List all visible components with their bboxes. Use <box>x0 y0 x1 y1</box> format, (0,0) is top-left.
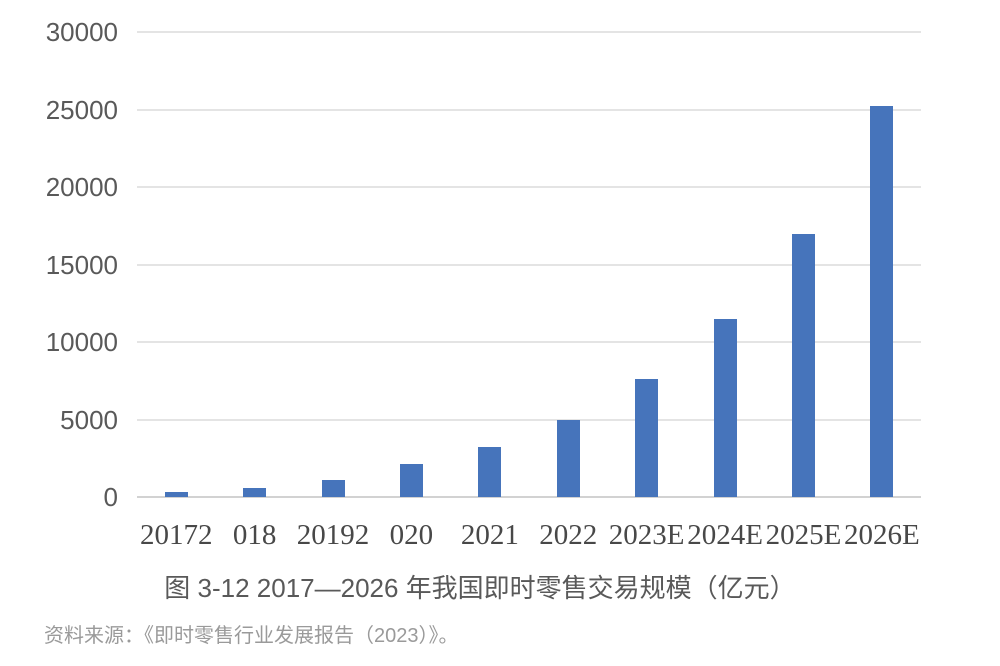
x-axis-line <box>137 496 921 498</box>
gridline-30000 <box>137 31 921 33</box>
chart-caption: 图 3-12 2017—2026 年我国即时零售交易规模（亿元） <box>164 573 796 603</box>
x-tick-label-2019: 20192 <box>296 519 370 551</box>
bar-2022 <box>556 419 580 497</box>
y-tick-label-0: 0 <box>103 482 118 512</box>
x-tick-label-2023E: 2023E <box>608 519 685 551</box>
gridline-15000 <box>137 263 921 266</box>
y-tick-label-20000: 20000 <box>45 172 118 202</box>
gridline-20000 <box>137 186 921 188</box>
y-tick-label-25000: 25000 <box>45 94 118 125</box>
gridline-5000 <box>137 418 921 421</box>
x-tick-label-2017: 20172 <box>139 519 213 551</box>
bar-2020 <box>399 464 423 497</box>
source-note: 资料来源：《即时零售行业发展报告（2023）》。 <box>44 625 459 647</box>
gridline-25000 <box>137 108 921 111</box>
x-tick-label-2018: 018 <box>232 519 277 551</box>
y-tick-label-15000: 15000 <box>45 249 118 280</box>
bar-2021 <box>478 447 502 497</box>
bar-2025E <box>791 233 815 497</box>
bar-2026E <box>870 106 894 497</box>
y-tick-label-5000: 5000 <box>60 404 118 435</box>
bar-2024E <box>713 318 737 497</box>
plot-area <box>137 31 921 498</box>
x-tick-label-2026E: 2026E <box>844 519 920 551</box>
x-tick-label-2025E: 2025E <box>765 519 842 551</box>
gridline-10000 <box>137 341 921 343</box>
bar-2018 <box>243 487 267 497</box>
x-tick-label-2021: 2021 <box>460 519 519 551</box>
x-axis-labels: 20172 018 20192 020 2021 2022 2023E 2024E 2025E 2… <box>137 518 921 554</box>
x-tick-label-2020: 020 <box>389 519 434 551</box>
x-tick-label-2022: 2022 <box>539 519 598 551</box>
bar-2019 <box>321 479 345 497</box>
bar-2023E <box>635 379 659 497</box>
y-tick-label-10000: 10000 <box>45 327 118 357</box>
bar-2017 <box>164 492 188 497</box>
y-tick-label-30000: 30000 <box>45 17 118 47</box>
x-tick-label-2024E: 2024E <box>687 519 763 551</box>
